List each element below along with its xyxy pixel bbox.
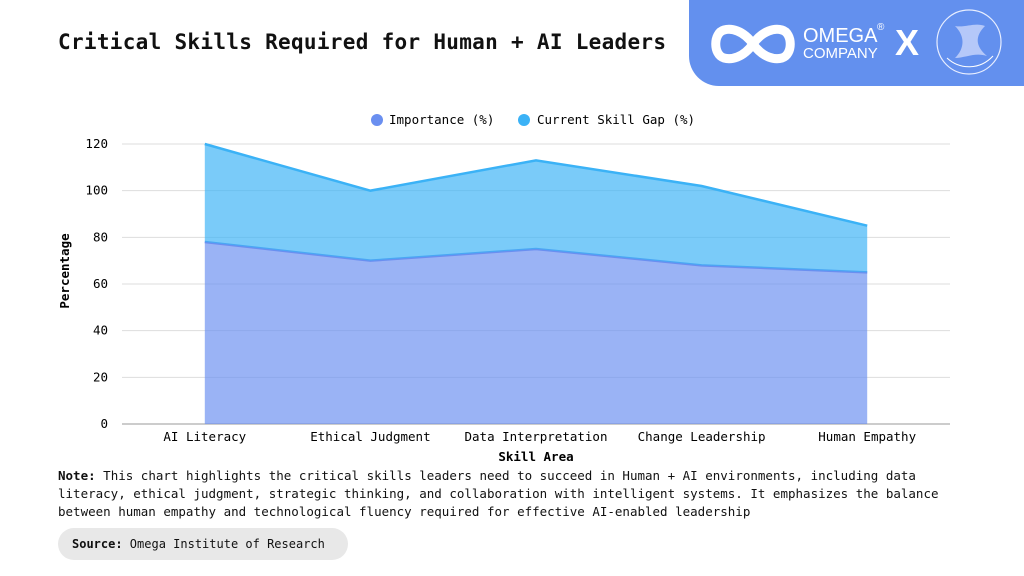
y-tick-label: 80 [93, 229, 108, 244]
y-tick-label: 60 [93, 276, 108, 291]
separator-x: X [895, 22, 920, 63]
legend-label-skill-gap: Current Skill Gap (%) [537, 112, 695, 127]
infinity-logo-icon [711, 24, 795, 64]
x-tick-label: AI Literacy [163, 429, 246, 444]
brand-line2: COMPANY [803, 45, 878, 62]
x-tick-label: Human Empathy [818, 429, 916, 444]
source-pill: Source: Omega Institute of Research [58, 528, 348, 560]
legend-swatch-importance [371, 114, 383, 126]
area-series-1 [204, 144, 868, 273]
partner-globe-icon [936, 9, 1002, 75]
logo-banner: OMEGA COMPANY ® X [689, 0, 1024, 86]
y-tick-label: 120 [85, 136, 108, 151]
source-text: Omega Institute of Research [122, 537, 325, 551]
legend-swatch-skill-gap [518, 114, 530, 126]
note-label: Note: [58, 468, 96, 483]
area-series-0 [204, 242, 868, 424]
source-label: Source: [72, 537, 123, 551]
stacked-area-chart: Importance (%) Current Skill Gap (%) 0 20… [57, 112, 950, 464]
chart-title: Critical Skills Required for Human + AI … [58, 30, 667, 54]
x-axis-label: Skill Area [498, 449, 573, 464]
y-tick-label: 0 [100, 416, 108, 431]
x-tick-label: Change Leadership [638, 429, 766, 444]
y-tick-label: 100 [85, 183, 108, 198]
legend-label-importance: Importance (%) [389, 112, 494, 127]
note: Note: This chart highlights the critical… [58, 467, 978, 521]
y-axis-label: Percentage [57, 233, 72, 309]
note-text: This chart highlights the critical skill… [58, 468, 939, 519]
brand-line1: OMEGA [803, 25, 878, 47]
x-tick-label: Data Interpretation [465, 429, 608, 444]
legend: Importance (%) Current Skill Gap (%) [371, 112, 695, 127]
y-tick-label: 40 [93, 323, 108, 338]
registered-mark: ® [877, 22, 885, 33]
y-tick-label: 20 [93, 369, 108, 384]
x-tick-label: Ethical Judgment [310, 429, 430, 444]
